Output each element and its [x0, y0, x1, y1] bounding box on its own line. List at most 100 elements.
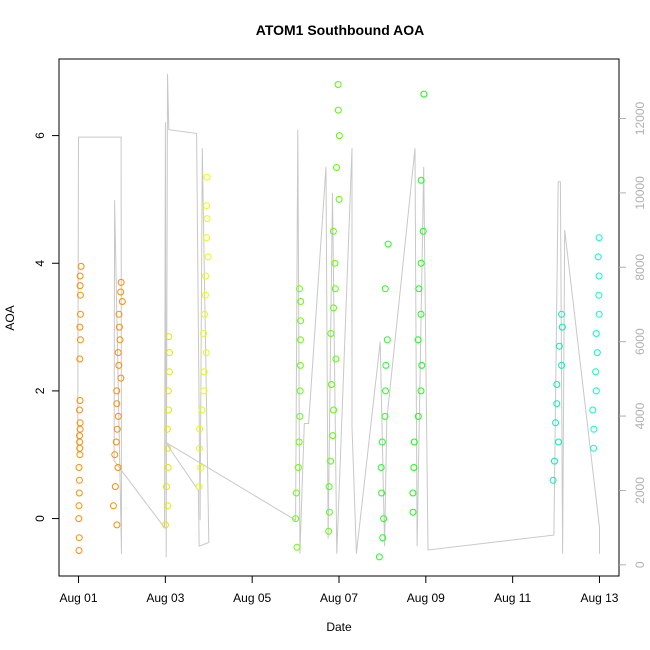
data-point — [297, 336, 304, 344]
data-point — [76, 282, 84, 290]
data-point — [410, 464, 418, 471]
data-point — [327, 330, 335, 337]
data-point — [75, 489, 83, 497]
y2-tick-label: 8000 — [633, 254, 647, 281]
data-point — [76, 406, 83, 414]
data-point — [162, 521, 169, 529]
data-point — [332, 355, 340, 363]
data-point — [384, 240, 392, 248]
y2-tick-label: 4000 — [633, 402, 647, 429]
x-tick-label: Aug 13 — [580, 591, 618, 605]
data-point — [75, 515, 83, 523]
x-axis-label: Date — [326, 620, 352, 634]
data-point — [113, 425, 121, 433]
data-point — [335, 132, 343, 140]
data-point — [417, 387, 425, 395]
data-point — [75, 534, 83, 542]
y2-tick-label: 12000 — [633, 102, 647, 136]
data-point — [417, 310, 425, 318]
data-point — [164, 502, 172, 510]
data-point — [295, 438, 303, 446]
data-point — [113, 400, 121, 408]
data-point — [76, 397, 84, 404]
data-point — [75, 547, 83, 554]
data-point — [296, 285, 303, 293]
data-point — [555, 342, 563, 350]
data-point — [114, 349, 122, 357]
data-point — [552, 419, 560, 427]
data-point — [381, 285, 389, 293]
data-point — [165, 406, 172, 414]
y2-tick-label: 0 — [633, 561, 647, 568]
data-point — [196, 425, 204, 433]
data-point — [76, 272, 84, 280]
data-point — [165, 333, 173, 341]
y2-tick-label: 10000 — [633, 176, 647, 210]
data-point — [76, 310, 84, 318]
data-point — [417, 259, 425, 267]
data-point — [593, 349, 601, 357]
data-point — [419, 227, 427, 235]
data-point — [202, 272, 210, 280]
data-point — [378, 438, 386, 446]
data-point — [203, 202, 211, 210]
data-point — [76, 419, 84, 427]
data-point — [325, 527, 333, 535]
data-point — [410, 438, 418, 446]
data-point — [203, 173, 211, 181]
y2-tick-label: 6000 — [633, 328, 647, 355]
data-point — [77, 262, 85, 270]
line-series — [77, 73, 600, 558]
data-point — [76, 355, 84, 363]
scatter-points — [75, 81, 603, 561]
data-point — [294, 464, 302, 471]
data-point — [113, 387, 121, 395]
data-point — [297, 317, 305, 325]
data-point — [418, 361, 426, 369]
data-point — [555, 438, 562, 446]
data-point — [297, 298, 305, 305]
data-point — [200, 387, 208, 395]
x-tick-label: Aug 01 — [60, 591, 98, 605]
data-point — [111, 451, 119, 459]
data-point — [109, 502, 117, 510]
data-point — [595, 234, 603, 242]
data-point — [331, 259, 339, 267]
data-point — [203, 215, 211, 223]
data-point — [330, 406, 338, 414]
data-point — [549, 476, 557, 484]
data-point — [117, 288, 125, 296]
data-point — [325, 483, 333, 491]
data-point — [595, 291, 603, 299]
data-point — [329, 227, 337, 235]
x-tick-label: Aug 05 — [233, 591, 271, 605]
x-tick-label: Aug 11 — [494, 591, 531, 605]
data-point — [409, 508, 417, 516]
data-point — [378, 489, 386, 497]
data-point — [164, 444, 172, 452]
data-point — [114, 412, 122, 420]
data-point — [595, 310, 603, 318]
data-point — [112, 438, 120, 446]
data-point — [592, 330, 600, 337]
data-point — [590, 425, 598, 433]
data-point — [417, 176, 425, 184]
data-point — [558, 361, 566, 369]
data-point — [414, 336, 422, 344]
data-point — [197, 464, 205, 471]
data-point — [111, 483, 119, 491]
data-point — [558, 310, 565, 318]
data-point — [296, 361, 304, 369]
data-point — [325, 508, 333, 516]
data-point — [375, 553, 383, 561]
data-point — [382, 387, 389, 395]
data-point — [415, 285, 423, 293]
data-point — [75, 476, 83, 484]
data-point — [553, 381, 561, 388]
data-point — [595, 272, 603, 280]
data-point — [331, 285, 339, 293]
data-point — [383, 336, 391, 344]
data-point — [114, 464, 122, 471]
data-point — [553, 400, 561, 408]
data-point — [382, 361, 390, 369]
